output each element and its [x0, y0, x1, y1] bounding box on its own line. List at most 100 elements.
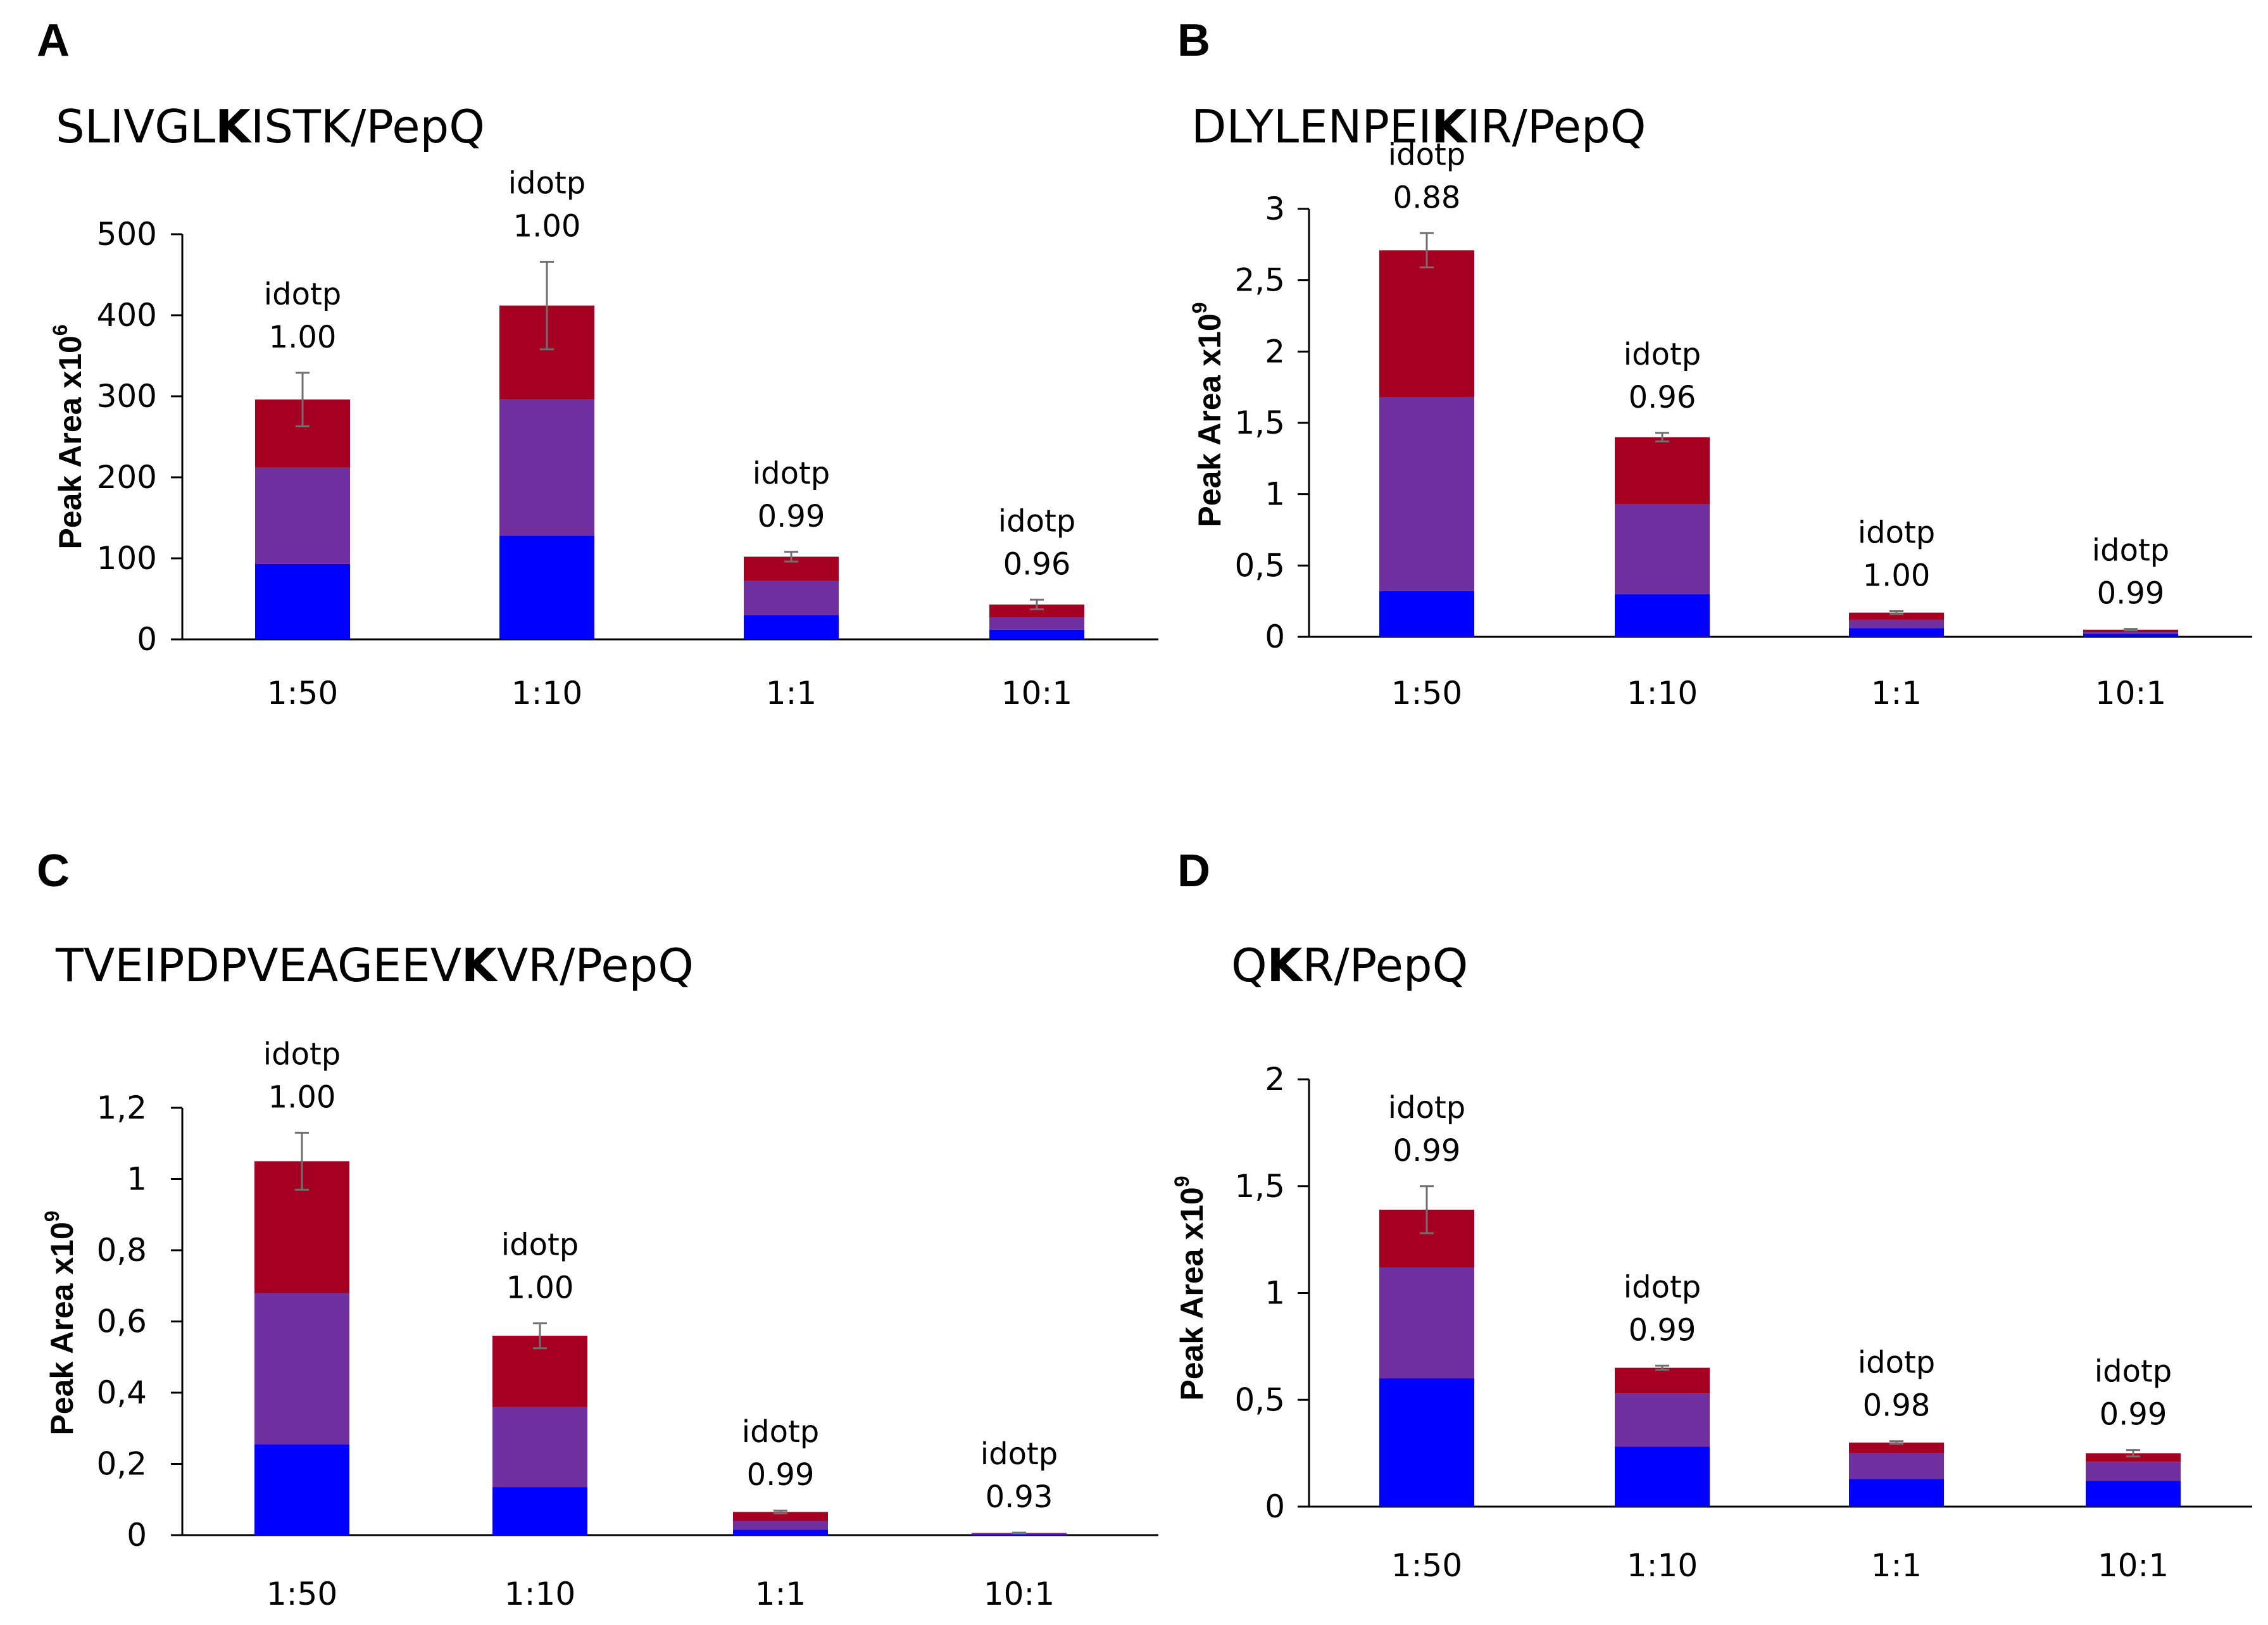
bar-bottom-10-1 — [972, 1534, 1067, 1535]
y-axis-label-exponent: 9 — [1170, 1176, 1193, 1187]
bar-middle-10-1 — [2083, 632, 2178, 634]
bar-middle-1-50 — [255, 467, 350, 564]
y-tick-label: 1 — [1265, 476, 1285, 513]
panel-b: B DLYLENPEIKIR/PepQ Peak Area x109 0 0,5 1 1,5… — [1177, 15, 2252, 712]
bar-middle-1-50 — [254, 1293, 349, 1445]
bar-middle-1-50 — [1379, 397, 1474, 591]
x-category-label: 10:1 — [984, 1576, 1055, 1612]
idotp-value: 1.00 — [513, 209, 581, 244]
y-tick-label: 0,6 — [96, 1303, 147, 1340]
y-axis-label-text: Peak Area x10 — [1192, 313, 1227, 527]
bar-bottom-1-50 — [1379, 591, 1474, 637]
idotp-value: 0.99 — [747, 1457, 815, 1493]
title-part: Q — [1231, 939, 1267, 992]
idotp-value: 0.99 — [2100, 1397, 2167, 1433]
y-tick-label: 1 — [1265, 1275, 1285, 1312]
bar-middle-10-1 — [2086, 1462, 2181, 1481]
idotp-value: 1.00 — [506, 1270, 574, 1305]
title-bold-residue: K — [1432, 100, 1469, 153]
bar-bottom-1-50 — [255, 563, 350, 639]
bar-top-1-10 — [1615, 1367, 1710, 1394]
y-axis-label-exponent: 9 — [1188, 302, 1211, 313]
title-part: TVEIPDPVEAGEEV — [55, 939, 461, 992]
idotp-value: 0.93 — [986, 1479, 1053, 1515]
bar-middle-1-50 — [1379, 1267, 1474, 1379]
bar-middle-10-1 — [989, 617, 1084, 630]
panel-title: SLIVGLKISTK/PepQ — [56, 100, 485, 153]
x-category-label: 1:1 — [766, 675, 817, 712]
x-category-label: 1:10 — [1627, 675, 1698, 712]
panel-letter: B — [1177, 15, 1210, 66]
bar-bottom-1-10 — [499, 536, 594, 639]
idotp-value: 0.99 — [758, 499, 825, 534]
idotp-label: idotp — [1388, 137, 1465, 172]
bar-bottom-10-1 — [2083, 634, 2178, 637]
y-tick-label: 0 — [1265, 618, 1285, 655]
bar-top-1-1 — [1849, 612, 1944, 620]
idotp-label: idotp — [753, 456, 830, 491]
idotp-label: idotp — [1388, 1090, 1465, 1126]
y-axis-label-text: Peak Area x10 — [44, 1222, 80, 1435]
x-category-label: 1:10 — [1627, 1547, 1698, 1584]
y-tick-label: 0 — [137, 621, 157, 658]
bar-middle-1-10 — [1615, 504, 1710, 594]
y-tick-label: 400 — [97, 297, 157, 334]
y-tick-label: 1,5 — [1234, 1168, 1285, 1205]
bar-bottom-1-1 — [733, 1529, 828, 1535]
title-bold-residue: K — [1267, 939, 1304, 992]
x-category-label: 1:10 — [511, 675, 582, 712]
y-tick-label: 0,5 — [1234, 547, 1285, 584]
idotp-label: idotp — [1624, 1269, 1701, 1305]
y-tick-label: 0,2 — [96, 1446, 147, 1483]
y-axis-label-exponent: 6 — [49, 324, 72, 336]
y-tick-label: 0 — [127, 1517, 147, 1553]
idotp-label: idotp — [263, 1036, 341, 1072]
idotp-label: idotp — [1858, 1345, 1935, 1381]
y-axis-label: Peak Area x109 — [41, 1210, 80, 1435]
bar-bottom-1-10 — [1615, 594, 1710, 637]
bar-top-10-1 — [989, 604, 1084, 618]
y-tick-label: 2 — [1265, 333, 1285, 370]
y-axis-label: Peak Area x109 — [1188, 302, 1227, 527]
idotp-label: idotp — [2095, 1354, 2172, 1390]
bar-middle-1-1 — [1849, 619, 1944, 629]
panel-title: QKR/PepQ — [1231, 939, 1468, 992]
x-category-label: 1:1 — [755, 1576, 806, 1612]
idotp-label: idotp — [981, 1436, 1058, 1472]
y-tick-label: 1 — [127, 1161, 147, 1198]
panel-a: A SLIVGLKISTK/PepQ Peak Area x106 0 100 200 30… — [37, 15, 1158, 712]
bar-bottom-1-1 — [1849, 1479, 1944, 1507]
y-tick-label: 500 — [97, 216, 157, 253]
bar-top-1-1 — [733, 1512, 828, 1521]
idotp-value: 0.99 — [1629, 1312, 1696, 1348]
idotp-value: 1.00 — [269, 320, 337, 355]
y-axis-label: Peak Area x106 — [49, 324, 88, 549]
title-part: ISTK/PepQ — [251, 100, 485, 153]
panel-letter: A — [37, 15, 70, 66]
bar-middle-1-1 — [733, 1521, 828, 1530]
y-axis-label: Peak Area x109 — [1170, 1176, 1210, 1400]
x-category-label: 1:50 — [1391, 1547, 1462, 1584]
idotp-value: 0.96 — [1003, 546, 1071, 582]
idotp-label: idotp — [508, 166, 586, 201]
idotp-label: idotp — [2092, 533, 2169, 568]
x-category-label: 1:50 — [267, 675, 338, 712]
bar-bottom-1-1 — [1849, 628, 1944, 637]
y-axis-label-text: Peak Area x10 — [1174, 1187, 1210, 1400]
panel-title: TVEIPDPVEAGEEVKVR/PepQ — [55, 939, 694, 992]
title-part: SLIVGL — [56, 100, 215, 153]
idotp-label: idotp — [501, 1227, 579, 1262]
panel-c: C TVEIPDPVEAGEEVKVR/PepQ Peak Area x109 0 0,… — [37, 846, 1158, 1612]
x-category-label: 1:1 — [1871, 675, 1922, 712]
y-tick-label: 2 — [1265, 1061, 1285, 1098]
x-category-label: 10:1 — [1001, 675, 1072, 712]
idotp-value: 0.99 — [1393, 1133, 1461, 1169]
title-part: VR/PepQ — [497, 939, 694, 992]
y-tick-label: 200 — [97, 459, 157, 496]
title-part: DLYLENPEI — [1191, 100, 1432, 153]
title-bold-residue: K — [461, 939, 498, 992]
x-category-label: 1:50 — [266, 1576, 337, 1612]
bar-top-10-1 — [2086, 1453, 2181, 1462]
